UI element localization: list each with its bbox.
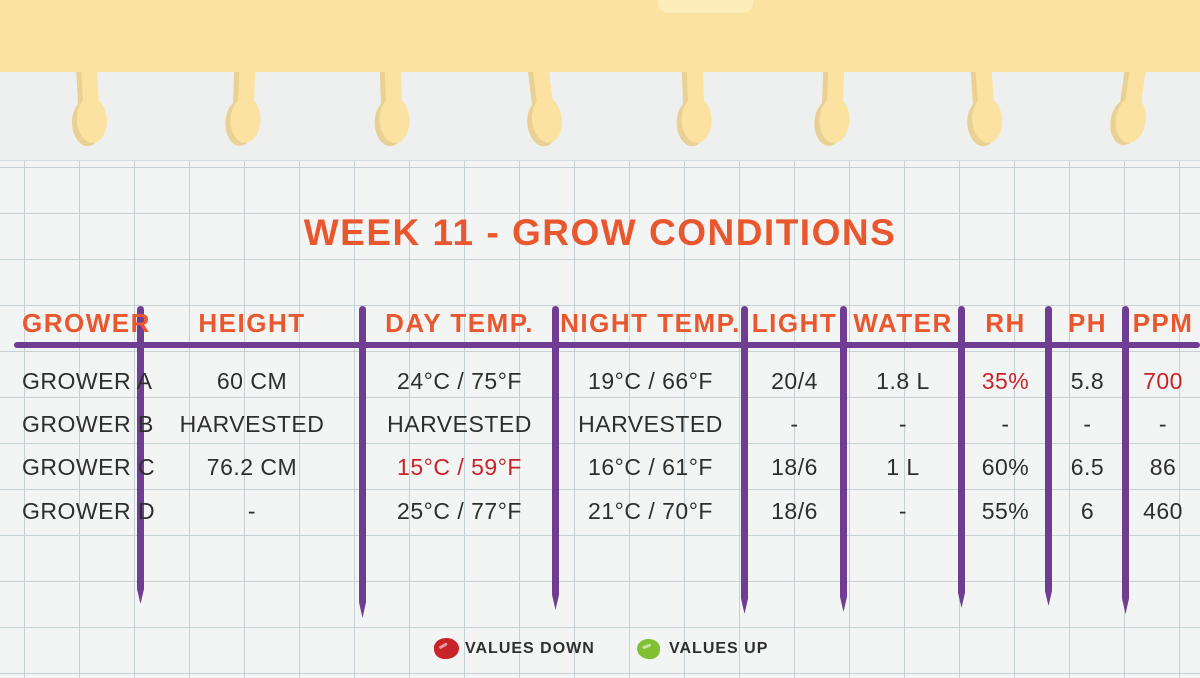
cell-light: 18/6: [771, 453, 818, 480]
paint-drip: [523, 62, 566, 146]
row-label-grower-a: GROWER A: [22, 367, 153, 394]
header-underline: [14, 342, 1200, 348]
row-label-grower-d: GROWER D: [22, 497, 156, 524]
cell-water: 1.8 L: [876, 367, 930, 394]
cell-water: -: [898, 497, 908, 524]
cell-height: 76.2 CM: [206, 453, 298, 480]
cell-ph: -: [1083, 410, 1092, 437]
cell-day-temp: HARVESTED: [387, 410, 532, 437]
column-divider: [552, 306, 559, 610]
column-divider: [840, 306, 847, 612]
cell-night-temp: 21°C / 70°F: [588, 497, 713, 524]
paint-drip: [817, 63, 854, 144]
cell-light: -: [790, 410, 799, 437]
column-header-grower: GROWER: [22, 307, 151, 338]
cell-day-temp: 25°C / 77°F: [397, 497, 522, 524]
cell-night-temp: HARVESTED: [578, 410, 723, 437]
cell-day-temp: 24°C / 75°F: [397, 367, 522, 394]
cell-ppm: 86: [1149, 453, 1177, 480]
cell-height: 60 CM: [216, 367, 288, 394]
column-divider: [1045, 306, 1052, 606]
cell-night-temp: 19°C / 66°F: [588, 367, 713, 394]
paint-drip: [376, 63, 413, 144]
cell-water: 1 L: [886, 453, 920, 480]
column-divider: [741, 306, 748, 614]
cell-ppm: 460: [1143, 497, 1183, 524]
band-highlight: [658, 0, 753, 13]
column-header-ph: PH: [1067, 307, 1108, 338]
cell-light: 18/6: [771, 497, 818, 524]
column-header-height: HEIGHT: [198, 307, 306, 338]
paint-drip: [228, 63, 265, 144]
paint-drip: [678, 63, 715, 144]
column-divider: [137, 306, 144, 604]
values-up-label: VALUES UP: [669, 640, 769, 657]
column-header-water: WATER: [853, 307, 953, 338]
paint-drip: [1111, 62, 1156, 146]
column-header-light: LIGHT: [751, 307, 838, 338]
page-title: WEEK 11 - GROW CONDITIONS: [303, 212, 897, 253]
cell-water: -: [898, 410, 908, 437]
cell-day-temp: 15°C / 59°F: [397, 453, 522, 480]
cell-ppm: 700: [1143, 367, 1183, 394]
grid-paper: [0, 160, 1200, 678]
cell-light: 20/4: [771, 367, 818, 394]
cell-ph: 5.8: [1070, 367, 1105, 394]
notepad-band: [0, 0, 1200, 72]
column-divider: [1122, 306, 1129, 614]
cell-night-temp: 16°C / 61°F: [588, 453, 713, 480]
paint-drip: [72, 63, 110, 145]
row-label-grower-b: GROWER B: [22, 410, 154, 437]
cell-rh: 60%: [981, 453, 1030, 480]
cell-ph: 6: [1080, 497, 1095, 524]
cell-rh: 35%: [981, 367, 1030, 394]
cell-ppm: -: [1158, 410, 1168, 437]
column-header-rh: RH: [985, 307, 1026, 338]
values-down-label: VALUES DOWN: [465, 640, 595, 657]
row-label-grower-c: GROWER C: [22, 453, 156, 480]
paint-drip: [966, 63, 1005, 145]
column-header-ppm: PPM: [1132, 307, 1194, 338]
column-header-day-temp: DAY TEMP.: [385, 307, 534, 338]
column-divider: [359, 306, 366, 618]
column-header-night-temp: NIGHT TEMP.: [560, 307, 741, 338]
cell-height: HARVESTED: [179, 410, 325, 437]
cell-rh: -: [1001, 410, 1010, 437]
cell-ph: 6.5: [1070, 453, 1105, 480]
cell-rh: 55%: [981, 497, 1030, 524]
column-divider: [958, 306, 965, 608]
cell-height: -: [247, 497, 257, 524]
